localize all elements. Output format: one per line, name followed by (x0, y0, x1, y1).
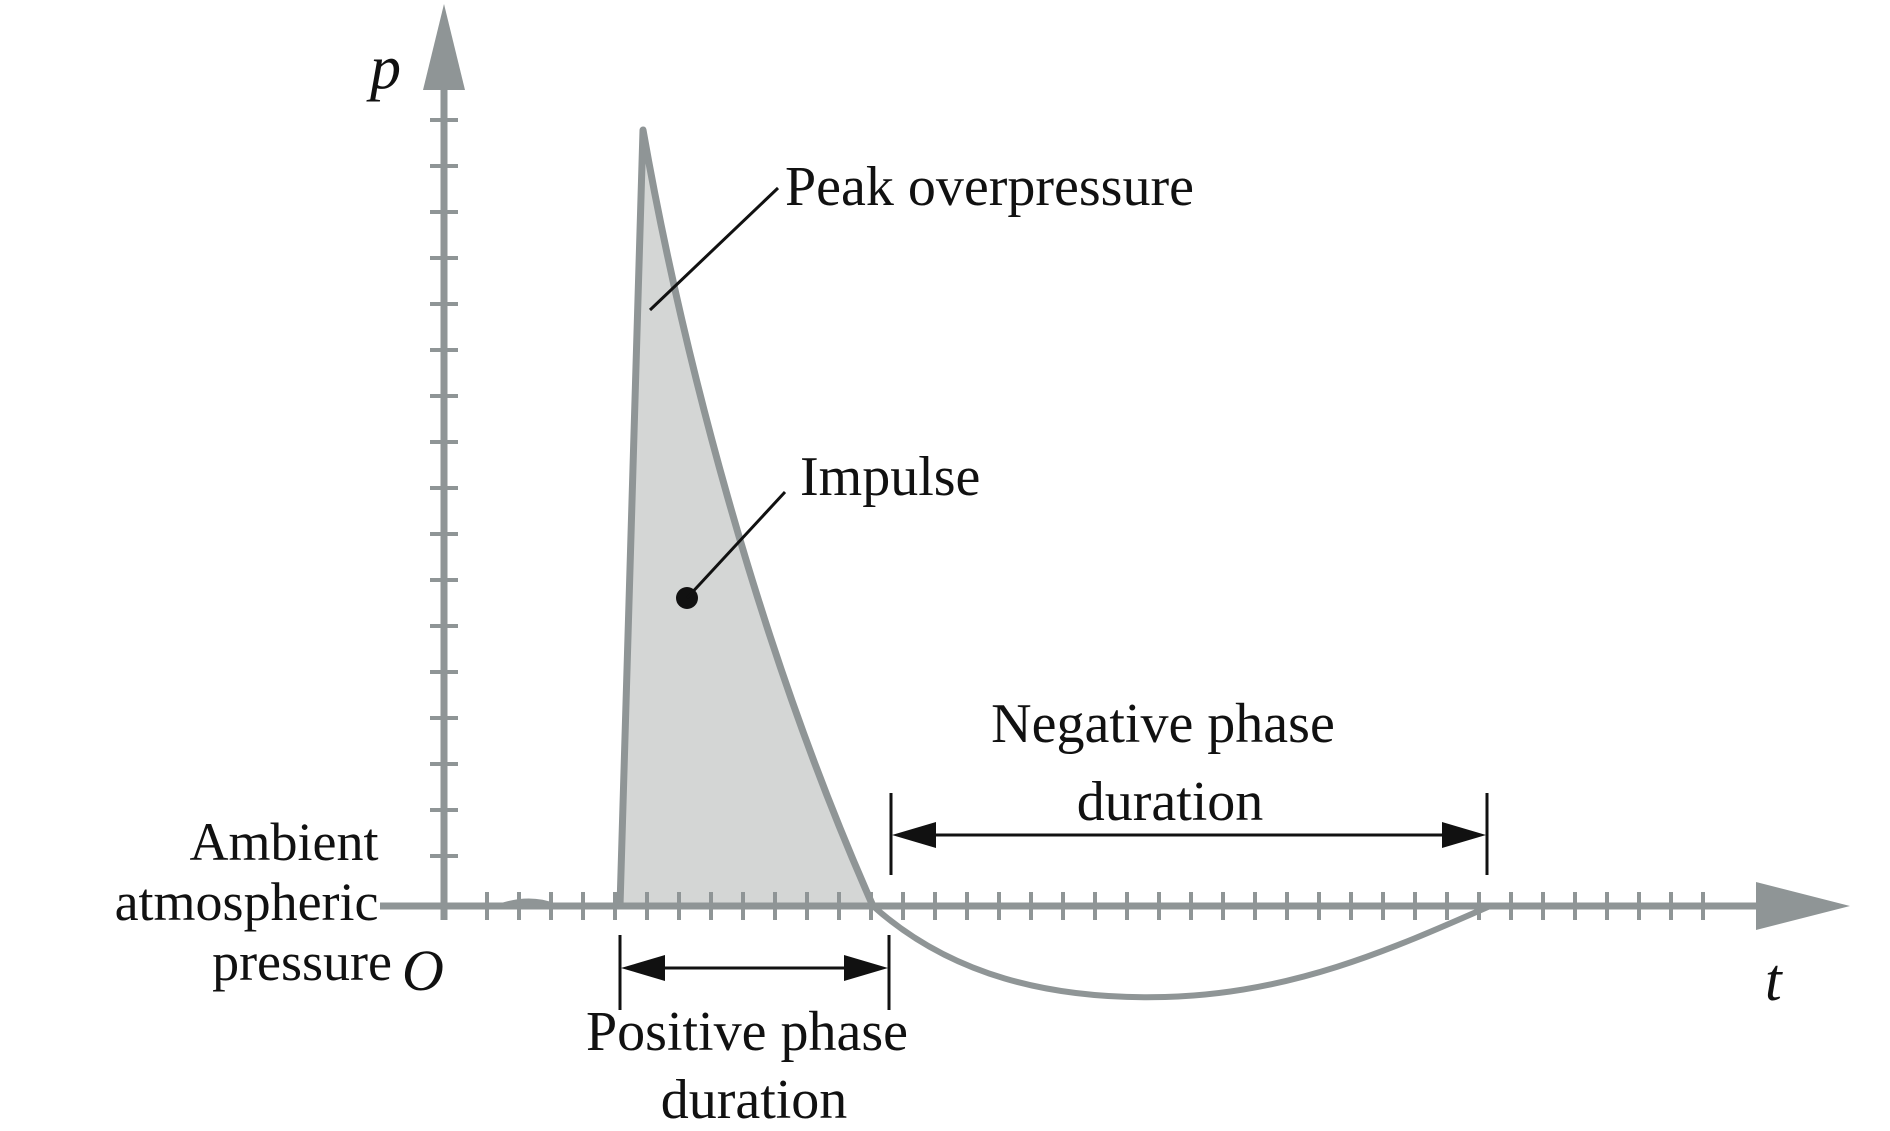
negative-phase-label: Negative phase duration (991, 693, 1349, 833)
positive-phase-label: Positive phase duration (586, 1001, 922, 1131)
y-axis-label: p (366, 34, 401, 102)
y-axis-arrow (423, 4, 465, 90)
impulse-label: Impulse (800, 446, 980, 508)
origin-label: O (402, 938, 444, 1003)
negative-phase-left-arrow (892, 822, 936, 848)
positive-phase-right-arrow (844, 955, 888, 981)
peak-overpressure-label: Peak overpressure (785, 156, 1194, 218)
x-axis-label: t (1765, 947, 1783, 1013)
ambient-pressure-label: Ambient atmospheric pressure (115, 812, 392, 992)
x-axis-arrow (1756, 882, 1850, 930)
impulse-leader-line (685, 490, 787, 600)
y-axis-ticks (430, 118, 458, 858)
negative-phase-right-arrow (1442, 822, 1486, 848)
peak-leader-line (648, 186, 780, 312)
positive-phase-area (616, 126, 877, 910)
positive-phase-left-arrow (621, 955, 665, 981)
x-axis-ticks (485, 892, 1705, 920)
negative-phase-curve (870, 903, 1492, 1001)
